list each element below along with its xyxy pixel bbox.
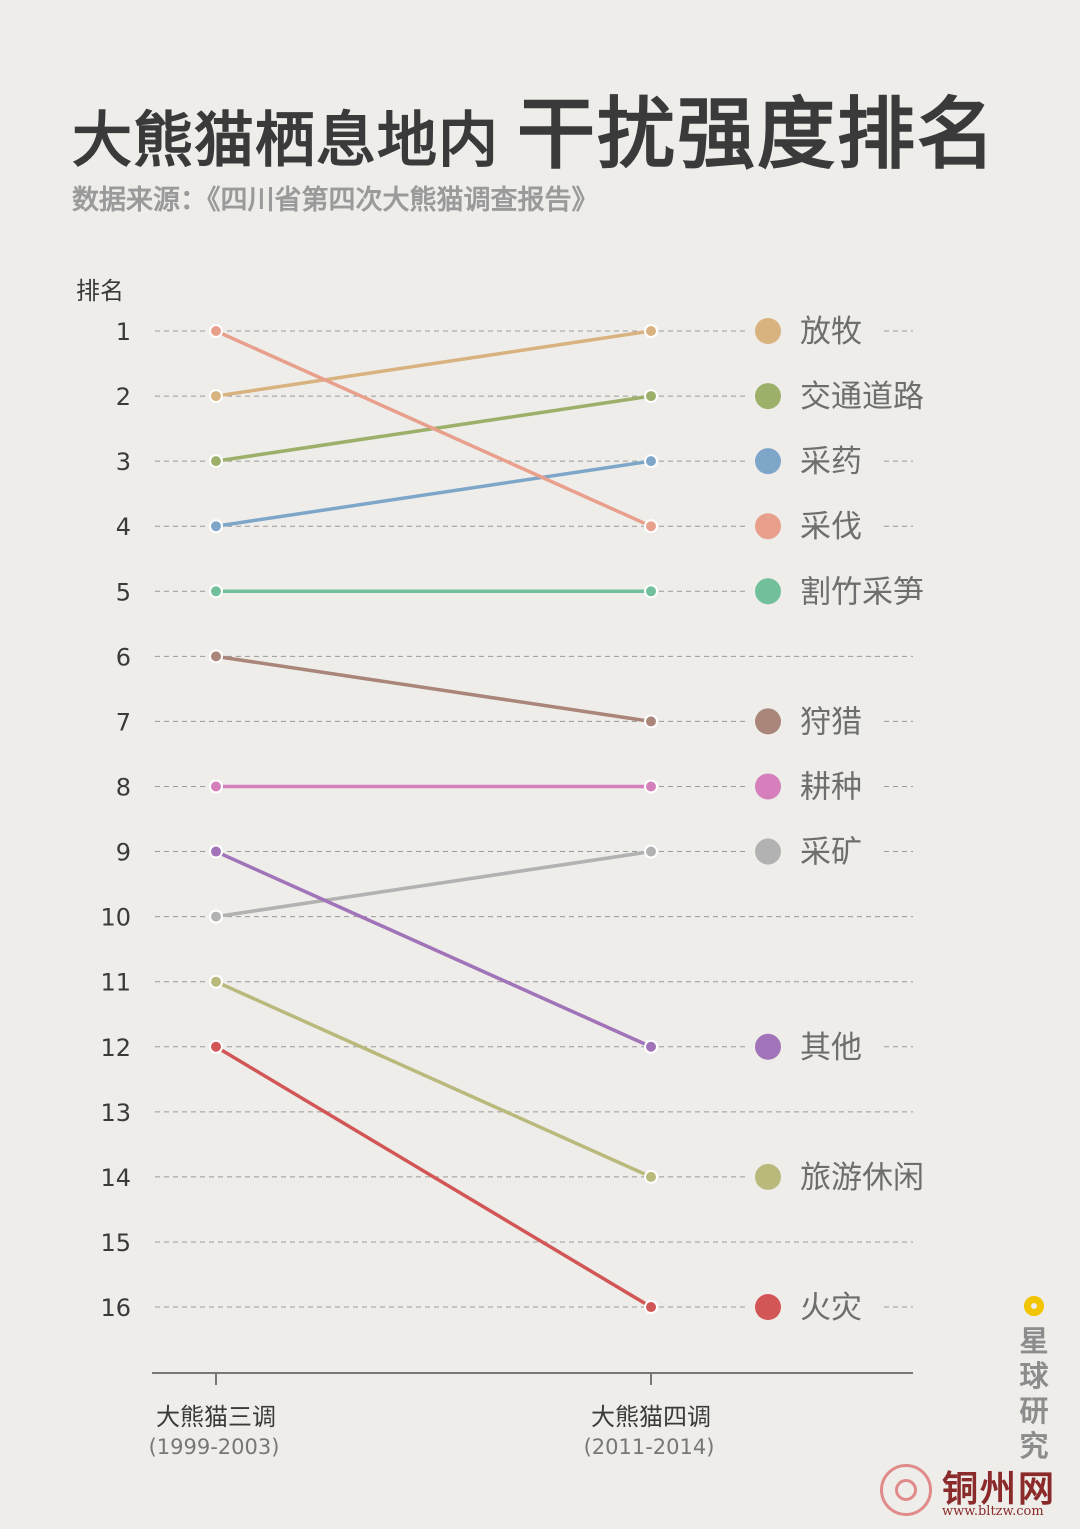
x-tick-period: (2011-2014) [584, 1435, 715, 1459]
y-tick-label: 7 [116, 708, 131, 736]
y-tick-label: 16 [100, 1294, 131, 1322]
brand-char: 星 [1019, 1324, 1049, 1358]
y-tick-label: 10 [100, 904, 131, 932]
brand-mark: 星 球 研 究 [1014, 1296, 1054, 1464]
data-point [644, 1300, 658, 1315]
legend-swatch [755, 1033, 781, 1060]
data-point [209, 584, 223, 599]
data-point [644, 454, 658, 469]
data-point [209, 519, 223, 534]
data-point [644, 584, 658, 599]
y-tick-label: 6 [116, 643, 131, 671]
brand-char: 究 [1019, 1429, 1049, 1463]
legend-label: 耕种 [800, 769, 862, 805]
data-point [644, 519, 658, 534]
data-point [644, 324, 658, 338]
x-tick-label: 大熊猫三调 [156, 1403, 276, 1431]
series-line [214, 1045, 653, 1309]
watermark-url: www.bltzw.com [942, 1504, 1044, 1519]
series-line [214, 849, 653, 1049]
brand-char: 球 [1019, 1359, 1049, 1393]
data-point [209, 389, 223, 404]
y-tick-label: 2 [116, 383, 131, 411]
data-point [644, 389, 658, 404]
data-point [209, 974, 223, 989]
series-line [214, 979, 653, 1179]
data-point [209, 1039, 223, 1054]
legend-swatch [755, 383, 781, 410]
legend-label: 采伐 [800, 509, 862, 545]
x-tick-period: (1999-2003) [149, 1435, 280, 1459]
y-tick-label: 5 [116, 578, 131, 606]
legend-swatch [755, 773, 781, 800]
legend-label: 狩猎 [800, 704, 862, 740]
y-tick-label: 8 [116, 773, 131, 801]
legend-label: 交通道路 [800, 379, 924, 415]
data-point [644, 714, 658, 729]
data-point [644, 844, 658, 859]
legend-label: 放牧 [800, 314, 862, 350]
y-tick-label: 4 [116, 513, 131, 541]
series-line [214, 654, 653, 724]
legend-label: 采药 [800, 444, 862, 480]
legend-label: 割竹采笋 [800, 574, 924, 610]
data-point [209, 649, 223, 664]
title-part2: 干扰强度排名 [517, 89, 998, 180]
watermark: 铜州网 www.bltzw.com [880, 1460, 1070, 1522]
series-line [214, 849, 653, 919]
series-line [214, 329, 653, 528]
data-point [209, 909, 223, 924]
brand-char: 研 [1019, 1394, 1049, 1428]
y-tick-label: 14 [100, 1164, 131, 1192]
data-point [209, 324, 223, 338]
y-tick-label: 11 [100, 969, 131, 997]
legend-label: 旅游休闲 [800, 1160, 924, 1196]
legend-swatch [755, 1163, 781, 1190]
data-point [209, 779, 223, 794]
series-line [214, 459, 653, 528]
data-source: 数据来源：《四川省第四次大熊猫调查报告》 [72, 185, 599, 216]
brand-dot-icon [1024, 1296, 1044, 1316]
y-tick-label: 15 [100, 1229, 131, 1257]
legend-label: 火灾 [800, 1290, 862, 1326]
legend-swatch [755, 708, 781, 735]
legend-swatch [755, 513, 781, 540]
legend-swatch [755, 318, 781, 344]
y-tick-label: 3 [116, 448, 131, 476]
watermark-name: 铜州网 [942, 1468, 1057, 1510]
series-line [214, 329, 653, 398]
data-point [209, 454, 223, 469]
y-tick-label: 1 [116, 318, 131, 346]
legend-label: 采矿 [800, 835, 862, 871]
data-point [644, 1039, 658, 1054]
y-tick-label: 12 [100, 1034, 131, 1062]
watermark-logo-icon [880, 1464, 932, 1516]
y-axis-label: 排名 [76, 277, 124, 305]
legend-swatch [755, 1294, 781, 1321]
page-title: 大熊猫栖息地内 干扰强度排名 [72, 72, 1072, 184]
y-tick-label: 13 [100, 1099, 131, 1127]
data-point [209, 844, 223, 859]
legend-swatch [755, 578, 781, 605]
legend-swatch [755, 838, 781, 865]
title-part1: 大熊猫栖息地内 [72, 106, 499, 176]
y-tick-label: 9 [116, 839, 131, 867]
legend-label: 其他 [800, 1030, 862, 1066]
brand-name: 星 球 研 究 [1019, 1324, 1048, 1464]
x-tick-label: 大熊猫四调 [591, 1403, 711, 1431]
data-point [644, 1169, 658, 1184]
data-point [644, 779, 658, 794]
legend-swatch [755, 448, 781, 475]
